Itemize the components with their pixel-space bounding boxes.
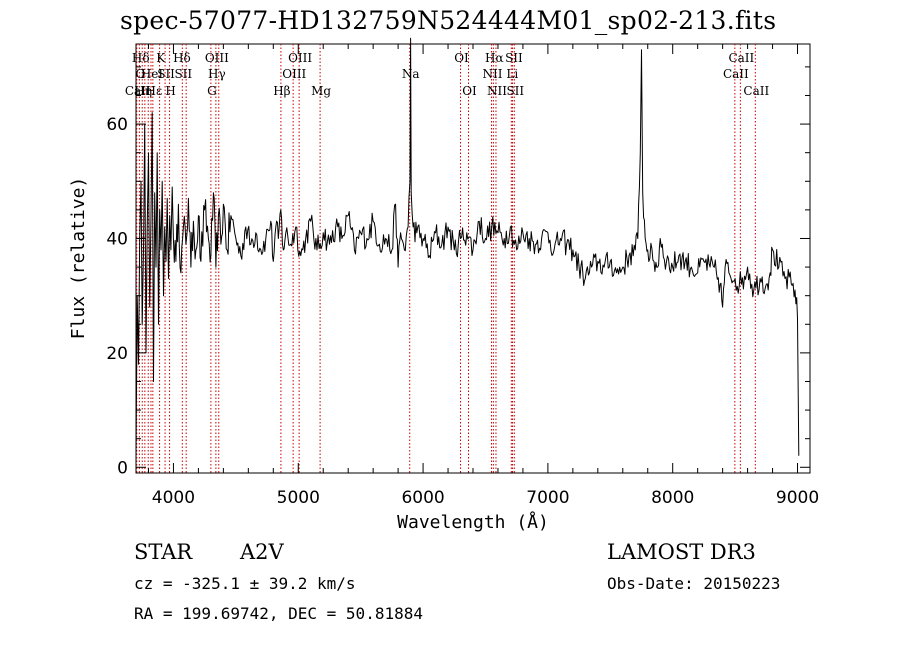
line-label-27: CaII: [728, 51, 754, 65]
line-label-22: SII: [505, 51, 523, 65]
line-label-26: SII: [506, 84, 524, 98]
line-label-7: SII: [157, 67, 175, 81]
line-label-3: Hη: [134, 84, 152, 98]
line-label-19: OI: [454, 51, 469, 65]
x-tick-label-5000: 5000: [277, 488, 320, 508]
line-label-4: HeI: [141, 67, 164, 81]
y-tick-label-40: 40: [106, 229, 128, 249]
object-subclass: A2V: [240, 540, 284, 564]
line-label-21: Hα: [485, 51, 504, 65]
x-tick-label-4000: 4000: [152, 488, 195, 508]
chart-title: spec-57077-HD132759N524444M01_sp02-213.f…: [120, 6, 777, 35]
line-label-20: OI: [462, 84, 477, 98]
line-label-1: Hδ: [132, 51, 150, 65]
line-label-9: Hδ: [173, 51, 191, 65]
x-tick-label-7000: 7000: [526, 488, 569, 508]
line-label-29: CaII: [743, 84, 769, 98]
line-label-17: Mg: [311, 84, 331, 98]
x-tick-label-6000: 6000: [401, 488, 444, 508]
line-label-2: O: [135, 67, 145, 81]
line-label-13: G: [207, 84, 217, 98]
line-label-24: Li: [506, 67, 518, 81]
line-label-5: Hε: [146, 84, 163, 98]
y-tick-label-60: 60: [106, 115, 128, 135]
coordinates: RA = 199.69742, DEC = 50.81884: [134, 604, 423, 623]
x-axis-label: Wavelength (Å): [397, 511, 549, 533]
line-label-12: Hγ: [208, 67, 226, 81]
line-label-11: OIII: [205, 51, 229, 65]
line-label-15: OIII: [282, 67, 306, 81]
line-label-25: NII: [487, 84, 507, 98]
line-label-16: Hβ: [273, 84, 290, 98]
y-tick-label-20: 20: [106, 344, 128, 364]
object-class: STAR: [134, 540, 193, 564]
line-label-23: NII: [482, 67, 502, 81]
line-label-14: OIII: [288, 51, 312, 65]
y-tick-label-0: 0: [117, 458, 128, 478]
line-label-28: CaII: [723, 67, 749, 81]
spectrum-line-0: [135, 37, 800, 456]
line-label-10: SII: [174, 67, 192, 81]
survey-name: LAMOST DR3: [607, 540, 756, 564]
redshift-text: cz = -325.1 ± 39.2 km/s: [134, 574, 356, 593]
line-label-8: H: [165, 84, 175, 98]
y-axis-label: Flux (relative): [68, 177, 89, 340]
line-label-6: K: [156, 51, 166, 65]
obs-date: Obs-Date: 20150223: [607, 574, 781, 593]
x-tick-label-9000: 9000: [776, 488, 819, 508]
x-tick-label-8000: 8000: [651, 488, 694, 508]
line-label-0: CaII: [125, 84, 151, 98]
